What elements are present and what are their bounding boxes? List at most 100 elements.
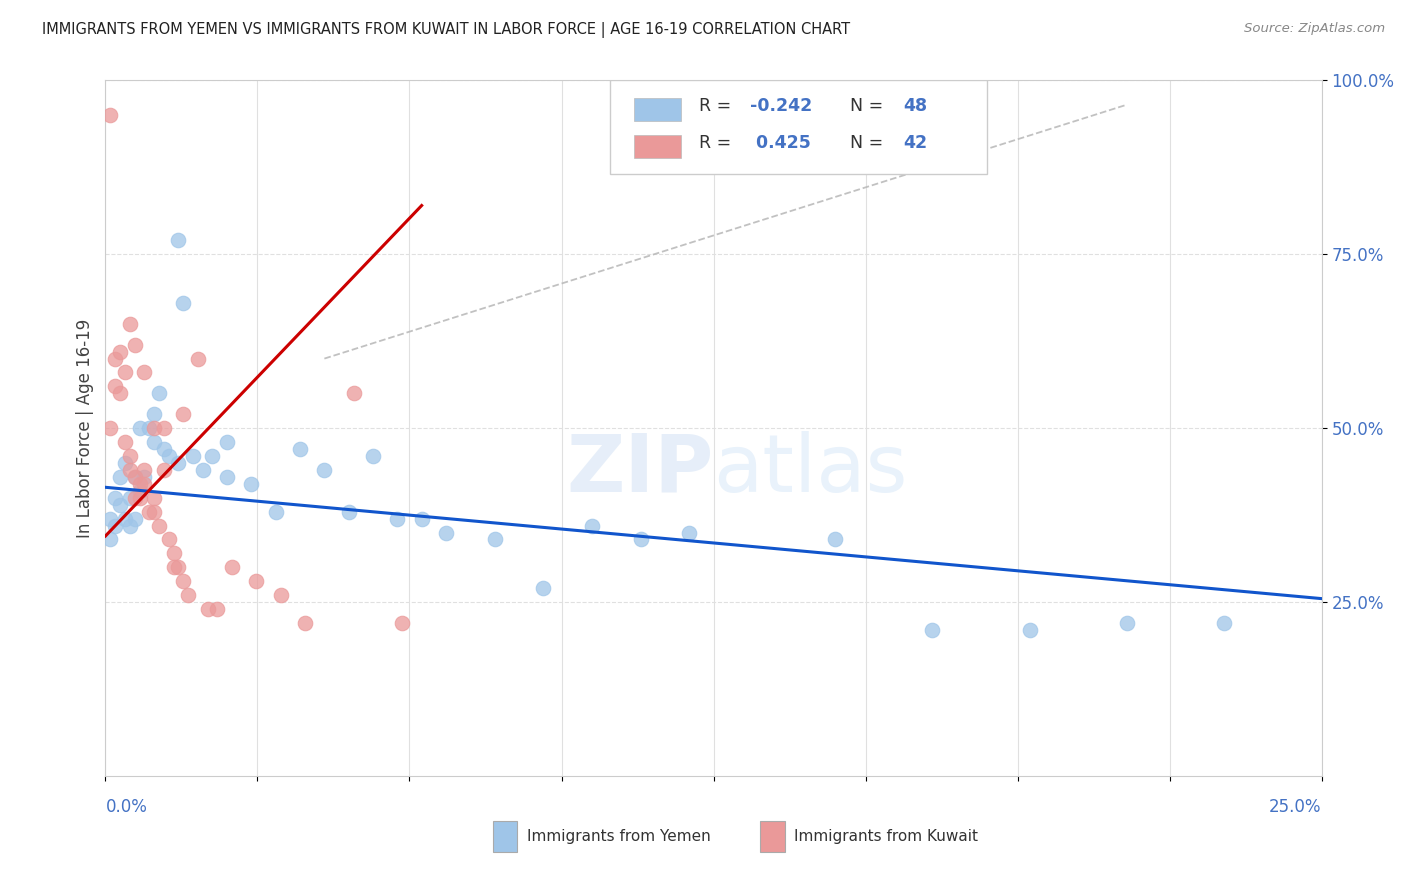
Point	[197, 602, 219, 616]
Point	[98, 533, 121, 547]
Text: 42: 42	[903, 134, 928, 152]
Text: 0.0%: 0.0%	[105, 798, 148, 816]
Point	[134, 470, 156, 484]
Point	[148, 386, 170, 401]
Point	[678, 525, 700, 540]
Point	[157, 533, 180, 547]
Point	[217, 470, 239, 484]
Point	[177, 588, 200, 602]
Text: Immigrants from Yemen: Immigrants from Yemen	[527, 830, 711, 844]
Point	[264, 505, 287, 519]
Point	[134, 463, 156, 477]
Point	[114, 456, 136, 470]
Text: 0.425: 0.425	[749, 134, 811, 152]
Point	[172, 574, 194, 589]
Point	[143, 407, 166, 421]
Text: 25.0%: 25.0%	[1270, 798, 1322, 816]
Point	[143, 491, 166, 505]
Point	[134, 366, 156, 380]
Point	[128, 476, 150, 491]
Point	[143, 505, 166, 519]
Point	[104, 351, 127, 366]
Point	[118, 463, 141, 477]
Point	[138, 421, 160, 435]
Point	[124, 511, 146, 525]
Point	[484, 533, 506, 547]
Point	[98, 421, 121, 435]
Point	[153, 463, 176, 477]
Point	[124, 491, 146, 505]
Point	[157, 449, 180, 463]
Point	[342, 386, 364, 401]
Point	[221, 560, 243, 574]
Point	[630, 533, 652, 547]
Point	[191, 463, 214, 477]
Y-axis label: In Labor Force | Age 16-19: In Labor Force | Age 16-19	[76, 318, 94, 538]
Point	[240, 476, 263, 491]
Point	[201, 449, 224, 463]
Point	[387, 511, 409, 525]
Point	[217, 435, 239, 450]
Point	[391, 615, 413, 630]
Point	[294, 615, 316, 630]
Point	[411, 511, 433, 525]
Point	[531, 581, 554, 595]
Point	[108, 386, 131, 401]
Point	[207, 602, 229, 616]
Point	[108, 498, 131, 512]
Point	[124, 470, 146, 484]
Point	[187, 351, 209, 366]
Point	[98, 108, 121, 122]
Point	[270, 588, 292, 602]
Point	[921, 623, 943, 637]
Point	[104, 379, 127, 393]
Point	[104, 491, 127, 505]
Text: R =: R =	[699, 97, 737, 115]
Point	[245, 574, 267, 589]
Point	[581, 518, 603, 533]
Text: -0.242: -0.242	[749, 97, 813, 115]
Point	[118, 449, 141, 463]
Point	[167, 233, 190, 247]
Point	[143, 435, 166, 450]
Point	[143, 421, 166, 435]
FancyBboxPatch shape	[634, 98, 681, 120]
FancyBboxPatch shape	[634, 136, 681, 158]
Point	[148, 518, 170, 533]
Point	[162, 546, 184, 560]
Point	[824, 533, 846, 547]
Point	[153, 442, 176, 456]
Text: atlas: atlas	[713, 431, 908, 509]
Point	[124, 337, 146, 351]
Point	[314, 463, 336, 477]
Point	[134, 476, 156, 491]
Point	[114, 435, 136, 450]
Point	[108, 344, 131, 359]
Point	[98, 511, 121, 525]
FancyBboxPatch shape	[610, 80, 987, 174]
Point	[124, 470, 146, 484]
Text: R =: R =	[699, 134, 737, 152]
Point	[337, 505, 360, 519]
Point	[361, 449, 384, 463]
Point	[114, 366, 136, 380]
Point	[138, 505, 160, 519]
Text: 48: 48	[903, 97, 928, 115]
Point	[108, 470, 131, 484]
Point	[288, 442, 311, 456]
Text: Source: ZipAtlas.com: Source: ZipAtlas.com	[1244, 22, 1385, 36]
Point	[1116, 615, 1139, 630]
Point	[153, 421, 176, 435]
Point	[1213, 615, 1236, 630]
Point	[118, 518, 141, 533]
Point	[118, 491, 141, 505]
Point	[181, 449, 204, 463]
Text: IMMIGRANTS FROM YEMEN VS IMMIGRANTS FROM KUWAIT IN LABOR FORCE | AGE 16-19 CORRE: IMMIGRANTS FROM YEMEN VS IMMIGRANTS FROM…	[42, 22, 851, 38]
Point	[104, 518, 127, 533]
Point	[128, 421, 150, 435]
Point	[128, 483, 150, 498]
Text: ZIP: ZIP	[567, 431, 713, 509]
Point	[172, 296, 194, 310]
Text: N =: N =	[839, 134, 889, 152]
Point	[167, 456, 190, 470]
